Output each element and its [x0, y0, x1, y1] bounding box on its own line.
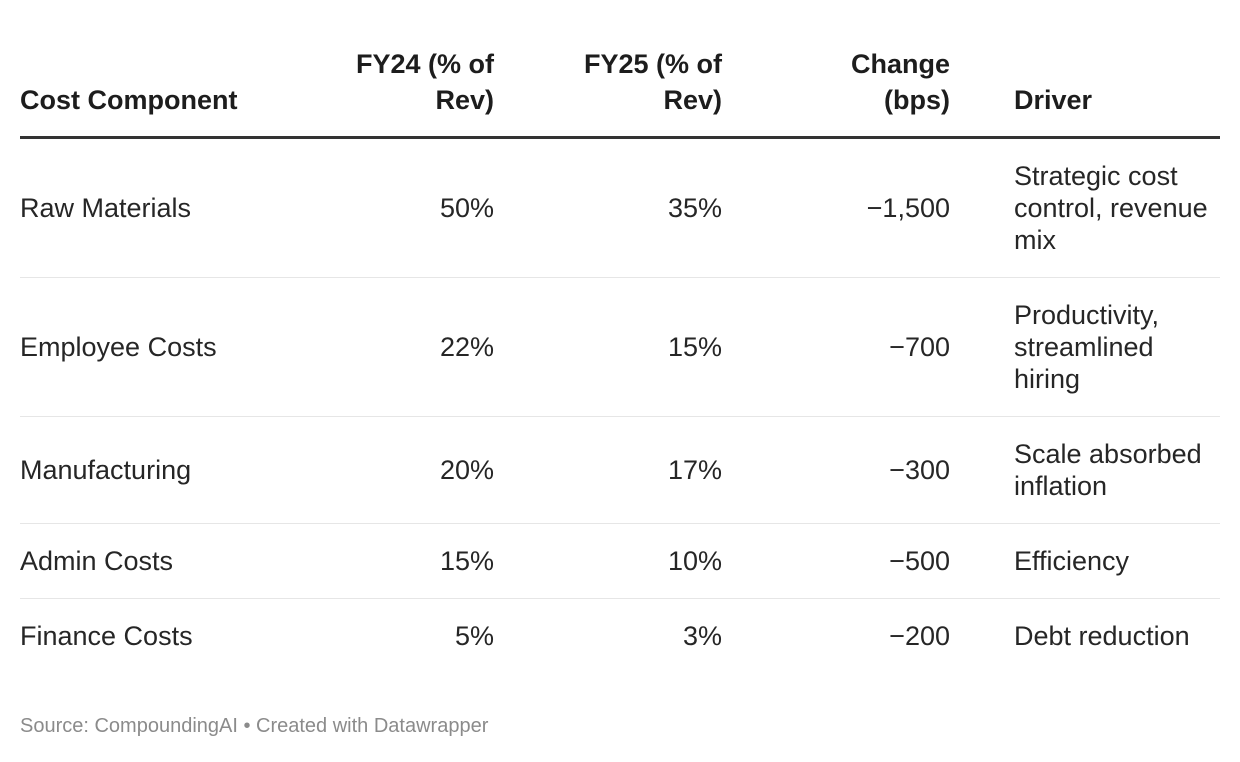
cell-component: Employee Costs [20, 277, 300, 417]
cell-fy25: 17% [494, 416, 722, 524]
cell-change: −300 [722, 416, 950, 524]
cell-fy25: 35% [494, 137, 722, 278]
cell-driver: Strategic cost control, revenue mix [950, 137, 1220, 278]
datawrapper-table-chart: Cost Component FY24 (% of Rev) FY25 (% o… [20, 46, 1220, 737]
cell-component: Manufacturing [20, 416, 300, 524]
cell-fy25: 10% [494, 523, 722, 599]
cell-driver: Debt reduction [1014, 621, 1190, 651]
cell-fy24: 22% [300, 277, 494, 417]
cell-fy24: 15% [300, 523, 494, 599]
table-body: Raw Materials 50% 35% −1,500 Strategic c… [20, 137, 1220, 674]
col-header-fy25: FY25 (% of Rev) [494, 46, 722, 139]
source-attribution: Source: CompoundingAI • Created with Dat… [20, 715, 489, 737]
cell-driver: Productivity, streamlined hiring [950, 277, 1220, 417]
table-row-employee-costs: Employee Costs 22% 15% −700 Productivity… [20, 277, 1220, 417]
table-row-manufacturing: Manufacturing 20% 17% −300 Scale absorbe… [20, 416, 1220, 524]
table-row-finance-costs: Finance Costs 5% 3% −200 Debt reduction [20, 599, 1220, 674]
cell-driver: Efficiency [950, 523, 1220, 599]
cell-component: Raw Materials [20, 137, 300, 278]
cell-change: −700 [722, 277, 950, 417]
cell-change: −1,500 [722, 137, 950, 278]
header-row: Cost Component FY24 (% of Rev) FY25 (% o… [20, 46, 1220, 139]
table-header: Cost Component FY24 (% of Rev) FY25 (% o… [20, 46, 1220, 139]
cell-component: Admin Costs [20, 523, 300, 599]
table-row-admin-costs: Admin Costs 15% 10% −500 Efficiency [20, 523, 1220, 599]
cell-fy25: 15% [494, 277, 722, 417]
cell-driver: Scale absorbed inflation [950, 416, 1220, 524]
col-header-driver: Driver [950, 46, 1220, 139]
col-header-cost-component: Cost Component [20, 46, 300, 139]
table-row-raw-materials: Raw Materials 50% 35% −1,500 Strategic c… [20, 137, 1220, 278]
cost-breakdown-table: Cost Component FY24 (% of Rev) FY25 (% o… [20, 46, 1220, 673]
col-header-fy24: FY24 (% of Rev) [300, 46, 494, 139]
col-header-change-bps: Change (bps) [722, 46, 950, 139]
cell-component: Finance Costs [20, 621, 193, 651]
cell-change: −200 [889, 621, 950, 651]
cell-fy24: 5% [454, 621, 494, 651]
cell-fy25: 3% [682, 621, 722, 651]
cell-fy24: 50% [300, 137, 494, 278]
cell-change: −500 [722, 523, 950, 599]
cell-fy24: 20% [300, 416, 494, 524]
